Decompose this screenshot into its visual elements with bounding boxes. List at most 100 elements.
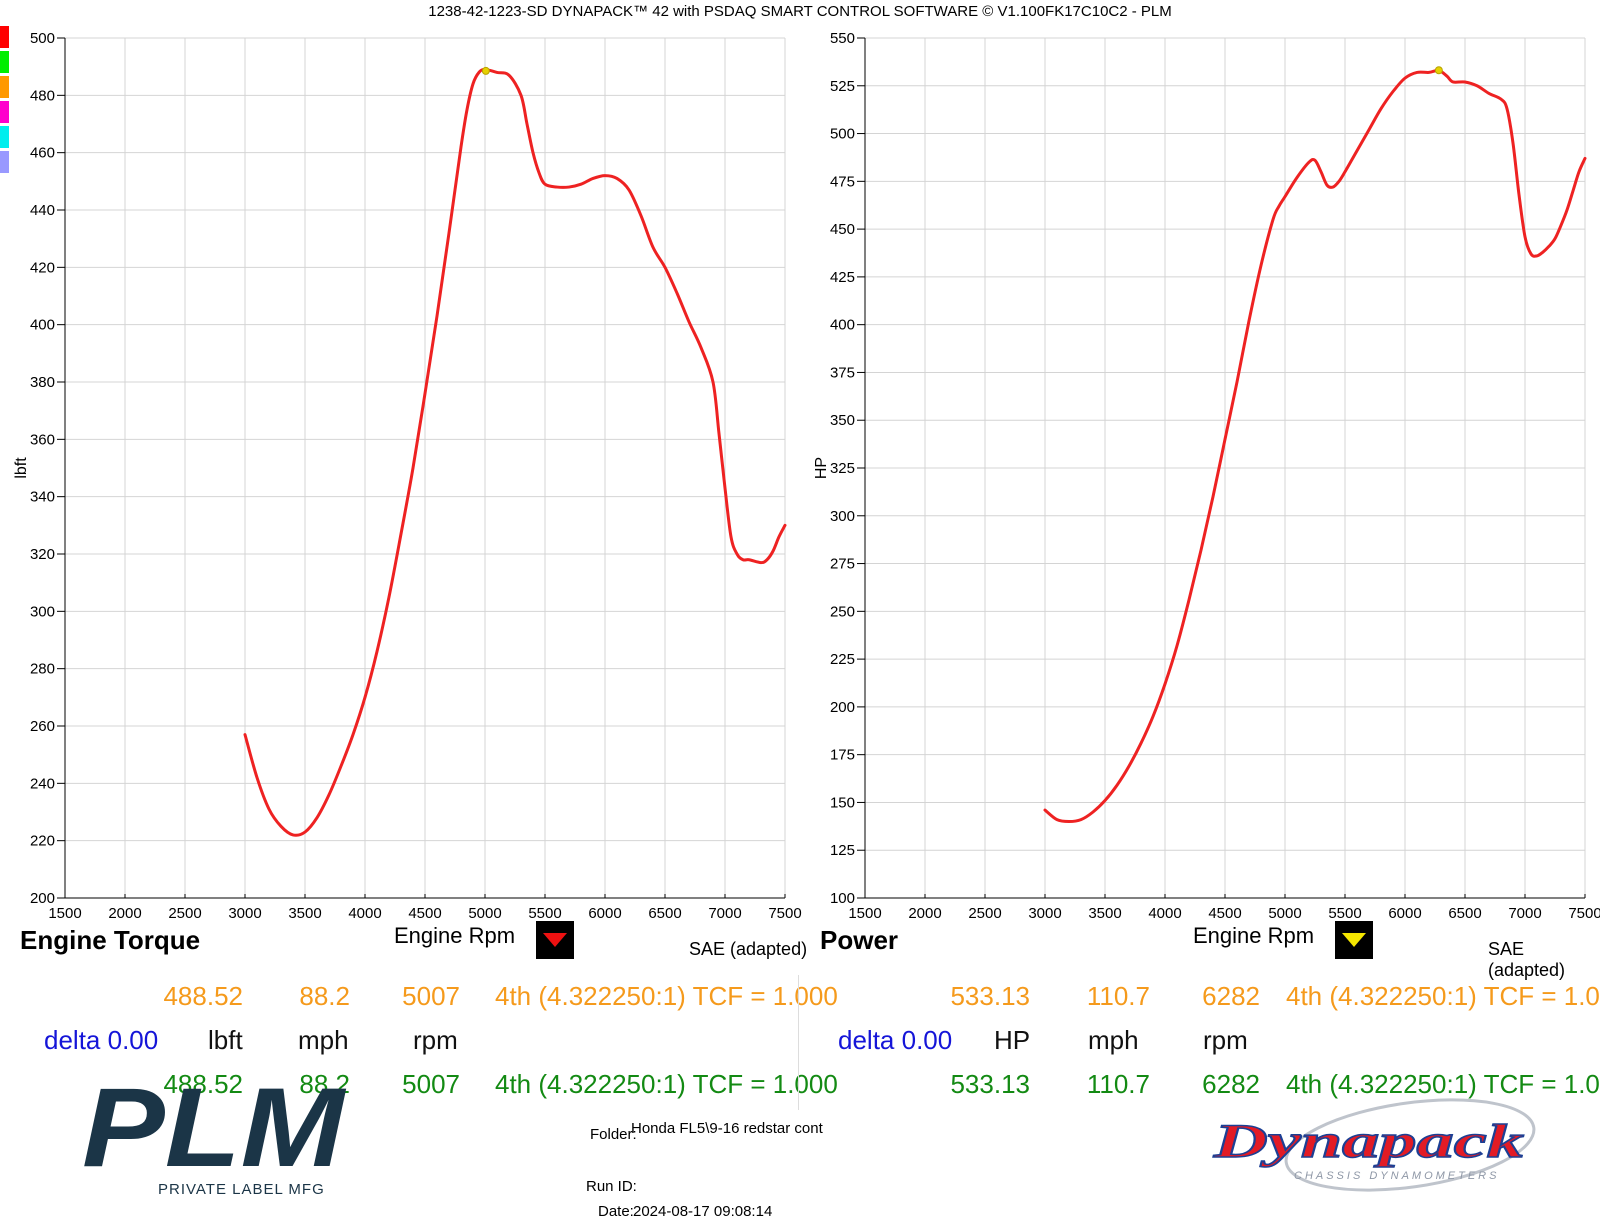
power-y-tick-label: 425 [830,269,855,286]
speed-value-a: 88.2 [270,981,350,1012]
torque-y-tick-label: 360 [30,431,55,448]
torque-correction-method: SAE (adapted) [689,939,807,960]
torque-cursor-readout-a: 488.52 88.2 5007 4th (4.322250:1) TCF = … [0,981,800,1013]
torque-value-a: 488.52 [140,981,243,1012]
torque-x-tick-label: 4500 [408,905,441,922]
torque-x-tick-label: 7500 [768,905,801,922]
power-delta: delta 0.00 [838,1025,952,1056]
torque-y-tick-label: 500 [30,30,55,47]
folder-label: Folder: [590,1126,637,1143]
rpm-unit: rpm [413,1025,458,1056]
gear-info-a: 4th (4.322250:1) TCF = 1.000 [1286,981,1600,1012]
power-y-tick-label: 300 [830,508,855,525]
torque-x-tick-label: 3000 [228,905,261,922]
torque-y-tick-label: 340 [30,489,55,506]
cursor-down-arrow-icon [543,933,567,947]
power-x-tick-label: 6500 [1448,905,1481,922]
torque-x-tick-label: 6000 [588,905,621,922]
power-y-tick-label: 250 [830,603,855,620]
power-y-tick-label: 350 [830,412,855,429]
power-x-tick-label: 7000 [1508,905,1541,922]
torque-x-tick-label: 1500 [48,905,81,922]
torque-y-tick-label: 220 [30,833,55,850]
power-y-tick-label: 525 [830,78,855,95]
torque-series-line [245,70,785,836]
speed-unit: mph [1088,1025,1139,1056]
torque-unit: lbft [208,1025,243,1056]
power-series-line [1045,70,1585,821]
power-unit: HP [994,1025,1030,1056]
torque-chart[interactable]: 2002202402602803003203403603804004204404… [0,0,800,920]
power-x-tick-label: 7500 [1568,905,1600,922]
torque-x-tick-label: 4000 [348,905,381,922]
torque-y-tick-label: 440 [30,202,55,219]
torque-x-tick-label: 5500 [528,905,561,922]
torque-y-tick-label: 300 [30,603,55,620]
torque-x-tick-label: 6500 [648,905,681,922]
torque-y-tick-label: 280 [30,661,55,678]
power-x-tick-label: 3500 [1088,905,1121,922]
torque-y-tick-label: 460 [30,145,55,162]
plm-logo-text: PLM [82,1078,347,1190]
torque-x-tick-label: 2000 [108,905,141,922]
folder-value: Honda FL5\9-16 redstar cont [631,1120,823,1137]
power-y-tick-label: 475 [830,173,855,190]
speed-unit: mph [298,1025,349,1056]
speed-value-a: 110.7 [1060,981,1150,1012]
rpm-value-a: 5007 [380,981,460,1012]
power-y-tick-label: 150 [830,794,855,811]
torque-y-axis-title: lbft [13,457,30,479]
power-x-axis-title: Engine Rpm [1193,923,1314,949]
torque-y-tick-label: 400 [30,317,55,334]
torque-y-tick-label: 420 [30,259,55,276]
torque-y-tick-label: 240 [30,775,55,792]
power-value-b: 533.13 [910,1069,1030,1100]
torque-x-tick-label: 5000 [468,905,501,922]
power-cursor-button[interactable] [1335,921,1373,959]
torque-units-row: delta 0.00 lbft mph rpm [0,1025,800,1057]
power-units-row: delta 0.00 HP mph rpm [800,1025,1600,1057]
power-x-tick-label: 3000 [1028,905,1061,922]
power-cursor-readout-a: 533.13 110.7 6282 4th (4.322250:1) TCF =… [800,981,1600,1013]
power-x-tick-label: 5500 [1328,905,1361,922]
power-x-tick-label: 1500 [848,905,881,922]
speed-value-b: 110.7 [1060,1069,1150,1100]
torque-x-tick-label: 2500 [168,905,201,922]
rpm-value-a: 6282 [1180,981,1260,1012]
torque-y-tick-label: 320 [30,546,55,563]
dynapack-logo-subtitle: CHASSIS DYNAMOMETERS [1294,1170,1499,1182]
power-value-a: 533.13 [910,981,1030,1012]
power-x-tick-label: 5000 [1268,905,1301,922]
power-y-axis-title: HP [813,457,830,479]
power-y-tick-label: 450 [830,221,855,238]
power-y-tick-label: 500 [830,126,855,143]
torque-cursor-button[interactable] [536,921,574,959]
torque-x-tick-label: 7000 [708,905,741,922]
gear-info-a: 4th (4.322250:1) TCF = 1.000 [495,981,838,1012]
plm-logo: PLM PRIVATE LABEL MFG [80,1078,370,1198]
torque-y-tick-label: 480 [30,87,55,104]
power-y-tick-label: 275 [830,556,855,573]
power-peak-marker [1435,67,1442,74]
cursor-down-arrow-icon [1342,933,1366,947]
run-id-label: Run ID: [586,1178,637,1195]
power-y-tick-label: 400 [830,317,855,334]
power-x-tick-label: 6000 [1388,905,1421,922]
power-x-tick-label: 2500 [968,905,1001,922]
dynapack-logo-text: Dynapack [1212,1115,1524,1168]
power-y-tick-label: 175 [830,747,855,764]
power-correction-method: SAE (adapted) [1488,939,1600,981]
power-y-tick-label: 375 [830,364,855,381]
date-label: Date: [598,1203,634,1220]
torque-peak-marker [482,67,489,74]
torque-x-tick-label: 3500 [288,905,321,922]
power-y-tick-label: 200 [830,699,855,716]
power-chart[interactable]: 1001251501752002252502753003253503754004… [800,0,1600,920]
power-y-tick-label: 125 [830,842,855,859]
power-chart-title: Power [820,925,898,956]
torque-delta: delta 0.00 [44,1025,158,1056]
torque-y-tick-label: 260 [30,718,55,735]
panel-divider [798,975,799,1110]
power-y-tick-label: 550 [830,30,855,47]
date-value: 2024-08-17 09:08:14 [633,1203,772,1220]
